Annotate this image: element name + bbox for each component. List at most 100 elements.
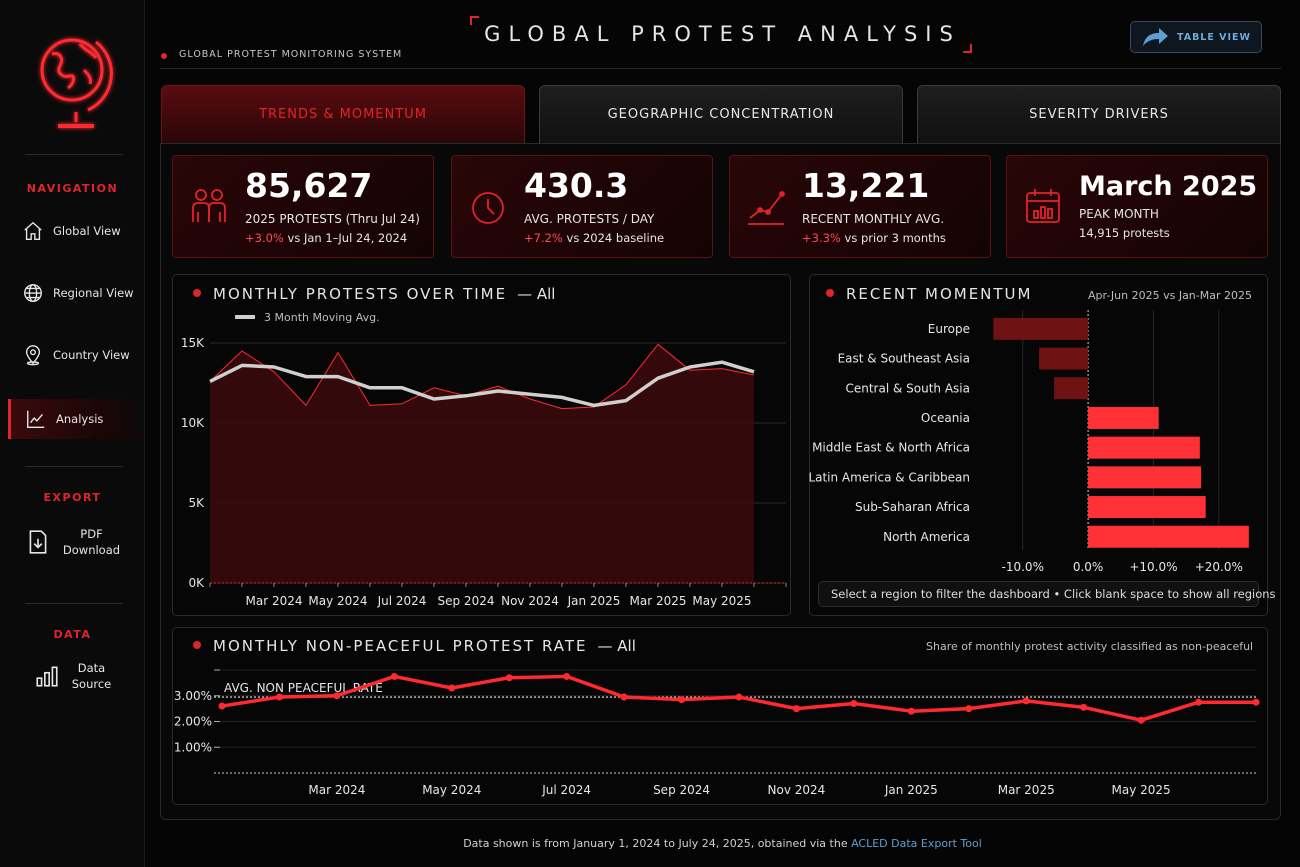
- monthly-protests-title: MONTHLY PROTESTS OVER TIME — All: [193, 285, 555, 303]
- x-tick-label: Jan 2025: [567, 594, 621, 608]
- kpi-delta: +7.2% vs 2024 baseline: [524, 231, 664, 245]
- kpi-delta-value: +3.3%: [802, 231, 841, 245]
- rate-filter[interactable]: — All: [597, 637, 636, 655]
- y-tick-label: 15K: [181, 336, 205, 350]
- status-dot: [161, 53, 167, 59]
- nav-item-label: Country View: [53, 348, 130, 362]
- kpi-delta-text: vs 2024 baseline: [562, 231, 665, 245]
- rate-point: [1252, 698, 1260, 706]
- region-label: Latin America & Caribbean: [809, 470, 970, 484]
- tab-trends-momentum[interactable]: TRENDS & MOMENTUM: [161, 85, 525, 143]
- export-heading: EXPORT: [43, 491, 102, 504]
- rate-point: [505, 674, 513, 682]
- nav-item-label: Regional View: [53, 286, 134, 300]
- x-tick-label: Mar 2024: [246, 594, 303, 608]
- monthly-protests-filter[interactable]: — All: [517, 285, 556, 303]
- moving-avg-line: [209, 360, 755, 408]
- region-label: North America: [883, 530, 970, 544]
- nav-item-regional-view[interactable]: Regional View: [8, 273, 145, 313]
- momentum-bar: [1054, 377, 1089, 400]
- kpi-delta-text: vs Jan 1–Jul 24, 2024: [283, 231, 408, 245]
- rate-panel: [172, 627, 1268, 805]
- momentum-title: RECENT MOMENTUM: [826, 285, 1032, 303]
- kpi-card-daily-avg: 430.3 AVG. PROTESTS / DAY +7.2% vs 2024 …: [451, 155, 713, 258]
- x-tick-label: Sep 2024: [653, 783, 710, 797]
- data-label: Data: [77, 661, 106, 675]
- people-icon: [192, 189, 226, 222]
- momentum-bar: [993, 317, 1089, 340]
- line-chart-icon: [27, 410, 45, 428]
- system-label: GLOBAL PROTEST MONITORING SYSTEM: [179, 49, 403, 60]
- kpi-label: AVG. PROTESTS / DAY: [524, 212, 655, 226]
- trend-icon: [748, 191, 785, 225]
- rate-point: [678, 696, 686, 704]
- rate-point: [735, 693, 743, 701]
- globe-icon: [24, 284, 42, 302]
- x-tick-label: +20.0%: [1195, 560, 1243, 574]
- rate-point: [448, 684, 456, 692]
- globe-logo-icon: [40, 38, 113, 128]
- momentum-bar: [1088, 436, 1200, 459]
- nav-item-global-view[interactable]: Global View: [8, 211, 145, 251]
- kpi-label: 2025 PROTESTS (Thru Jul 24): [245, 212, 420, 226]
- momentum-bar: [1088, 525, 1249, 548]
- protests-line: [209, 343, 755, 410]
- title-dot: [193, 288, 201, 297]
- title-dot: [193, 640, 201, 649]
- region-label: Europe: [928, 322, 970, 336]
- rate-point: [965, 705, 973, 713]
- y-tick-label: 1.00%: [174, 740, 212, 754]
- rate-title-text: MONTHLY NON-PEACEFUL PROTEST RATE: [213, 637, 588, 655]
- x-tick-label: Nov 2024: [768, 783, 826, 797]
- y-tick-label: 2.00%: [174, 715, 212, 729]
- redirect-arrow-icon: [1142, 28, 1168, 46]
- calendar-icon: [1026, 189, 1060, 223]
- rate-point: [218, 702, 226, 710]
- sidebar-divider: [25, 466, 123, 467]
- acled-link[interactable]: ACLED Data Export Tool: [851, 837, 982, 850]
- y-tick-label: 3.00%: [174, 689, 212, 703]
- x-tick-label: +10.0%: [1129, 560, 1177, 574]
- region-label: Middle East & North Africa: [812, 441, 970, 455]
- rate-point: [620, 693, 628, 701]
- kpi-value: 85,627: [245, 166, 373, 205]
- kpi-card-peak-month: March 2025 PEAK MONTH 14,915 protests: [1006, 155, 1268, 258]
- rate-point: [792, 705, 800, 713]
- data-heading: DATA: [53, 628, 92, 641]
- tab-geographic-concentration[interactable]: GEOGRAPHIC CONCENTRATION: [539, 85, 903, 143]
- kpi-delta: +3.3% vs prior 3 months: [802, 231, 946, 245]
- region-label: Oceania: [921, 411, 970, 425]
- x-tick-label: Jul 2024: [541, 783, 591, 797]
- moving-avg-legend-swatch: [235, 315, 255, 319]
- sidebar-divider: [25, 154, 123, 155]
- pdf-download-button[interactable]: PDF Download: [0, 517, 145, 567]
- kpi-delta-text: vs prior 3 months: [840, 231, 946, 245]
- kpi-card-protests: 85,627 2025 PROTESTS (Thru Jul 24) +3.0%…: [172, 155, 434, 258]
- region-label: Central & South Asia: [845, 381, 970, 395]
- rate-point: [333, 692, 341, 700]
- monthly-protests-chart[interactable]: 0K 5K 10K 15K Mar 2024 May 2024 Jul 2024 Sep 20…: [172, 274, 791, 616]
- kpi-delta-value: +3.0%: [245, 231, 284, 245]
- data-source-button[interactable]: Data Source: [0, 651, 145, 701]
- rate-point: [1137, 716, 1145, 724]
- x-tick-label: Sep 2024: [438, 594, 495, 608]
- rate-chart[interactable]: 1.00% 2.00% 3.00% AVG. NON PEACEFUL RATE Mar…: [172, 627, 1268, 805]
- rate-title: MONTHLY NON-PEACEFUL PROTEST RATE — All: [193, 637, 636, 655]
- footer: Data shown is from January 1, 2024 to Ju…: [0, 837, 1300, 850]
- source-label: Source: [71, 677, 112, 691]
- home-icon: [24, 221, 42, 240]
- title-dot: [826, 288, 834, 297]
- x-tick-label: May 2024: [308, 594, 367, 608]
- kpi-value: 430.3: [524, 166, 629, 205]
- table-view-button[interactable]: TABLE VIEW: [1130, 21, 1262, 53]
- nav-item-analysis[interactable]: Analysis: [8, 399, 145, 439]
- region-label: East & Southeast Asia: [838, 352, 970, 366]
- download-file-icon: [29, 530, 47, 554]
- tab-severity-drivers[interactable]: SEVERITY DRIVERS: [917, 85, 1281, 143]
- kpi-label: RECENT MONTHLY AVG.: [802, 212, 945, 226]
- momentum-chart[interactable]: -10.0% 0.0% +10.0% +20.0% Europe East & South…: [809, 274, 1268, 616]
- nav-item-country-view[interactable]: Country View: [8, 335, 145, 375]
- momentum-bar: [1088, 496, 1206, 519]
- x-tick-label: Jul 2024: [377, 594, 427, 608]
- rate-point: [563, 672, 571, 680]
